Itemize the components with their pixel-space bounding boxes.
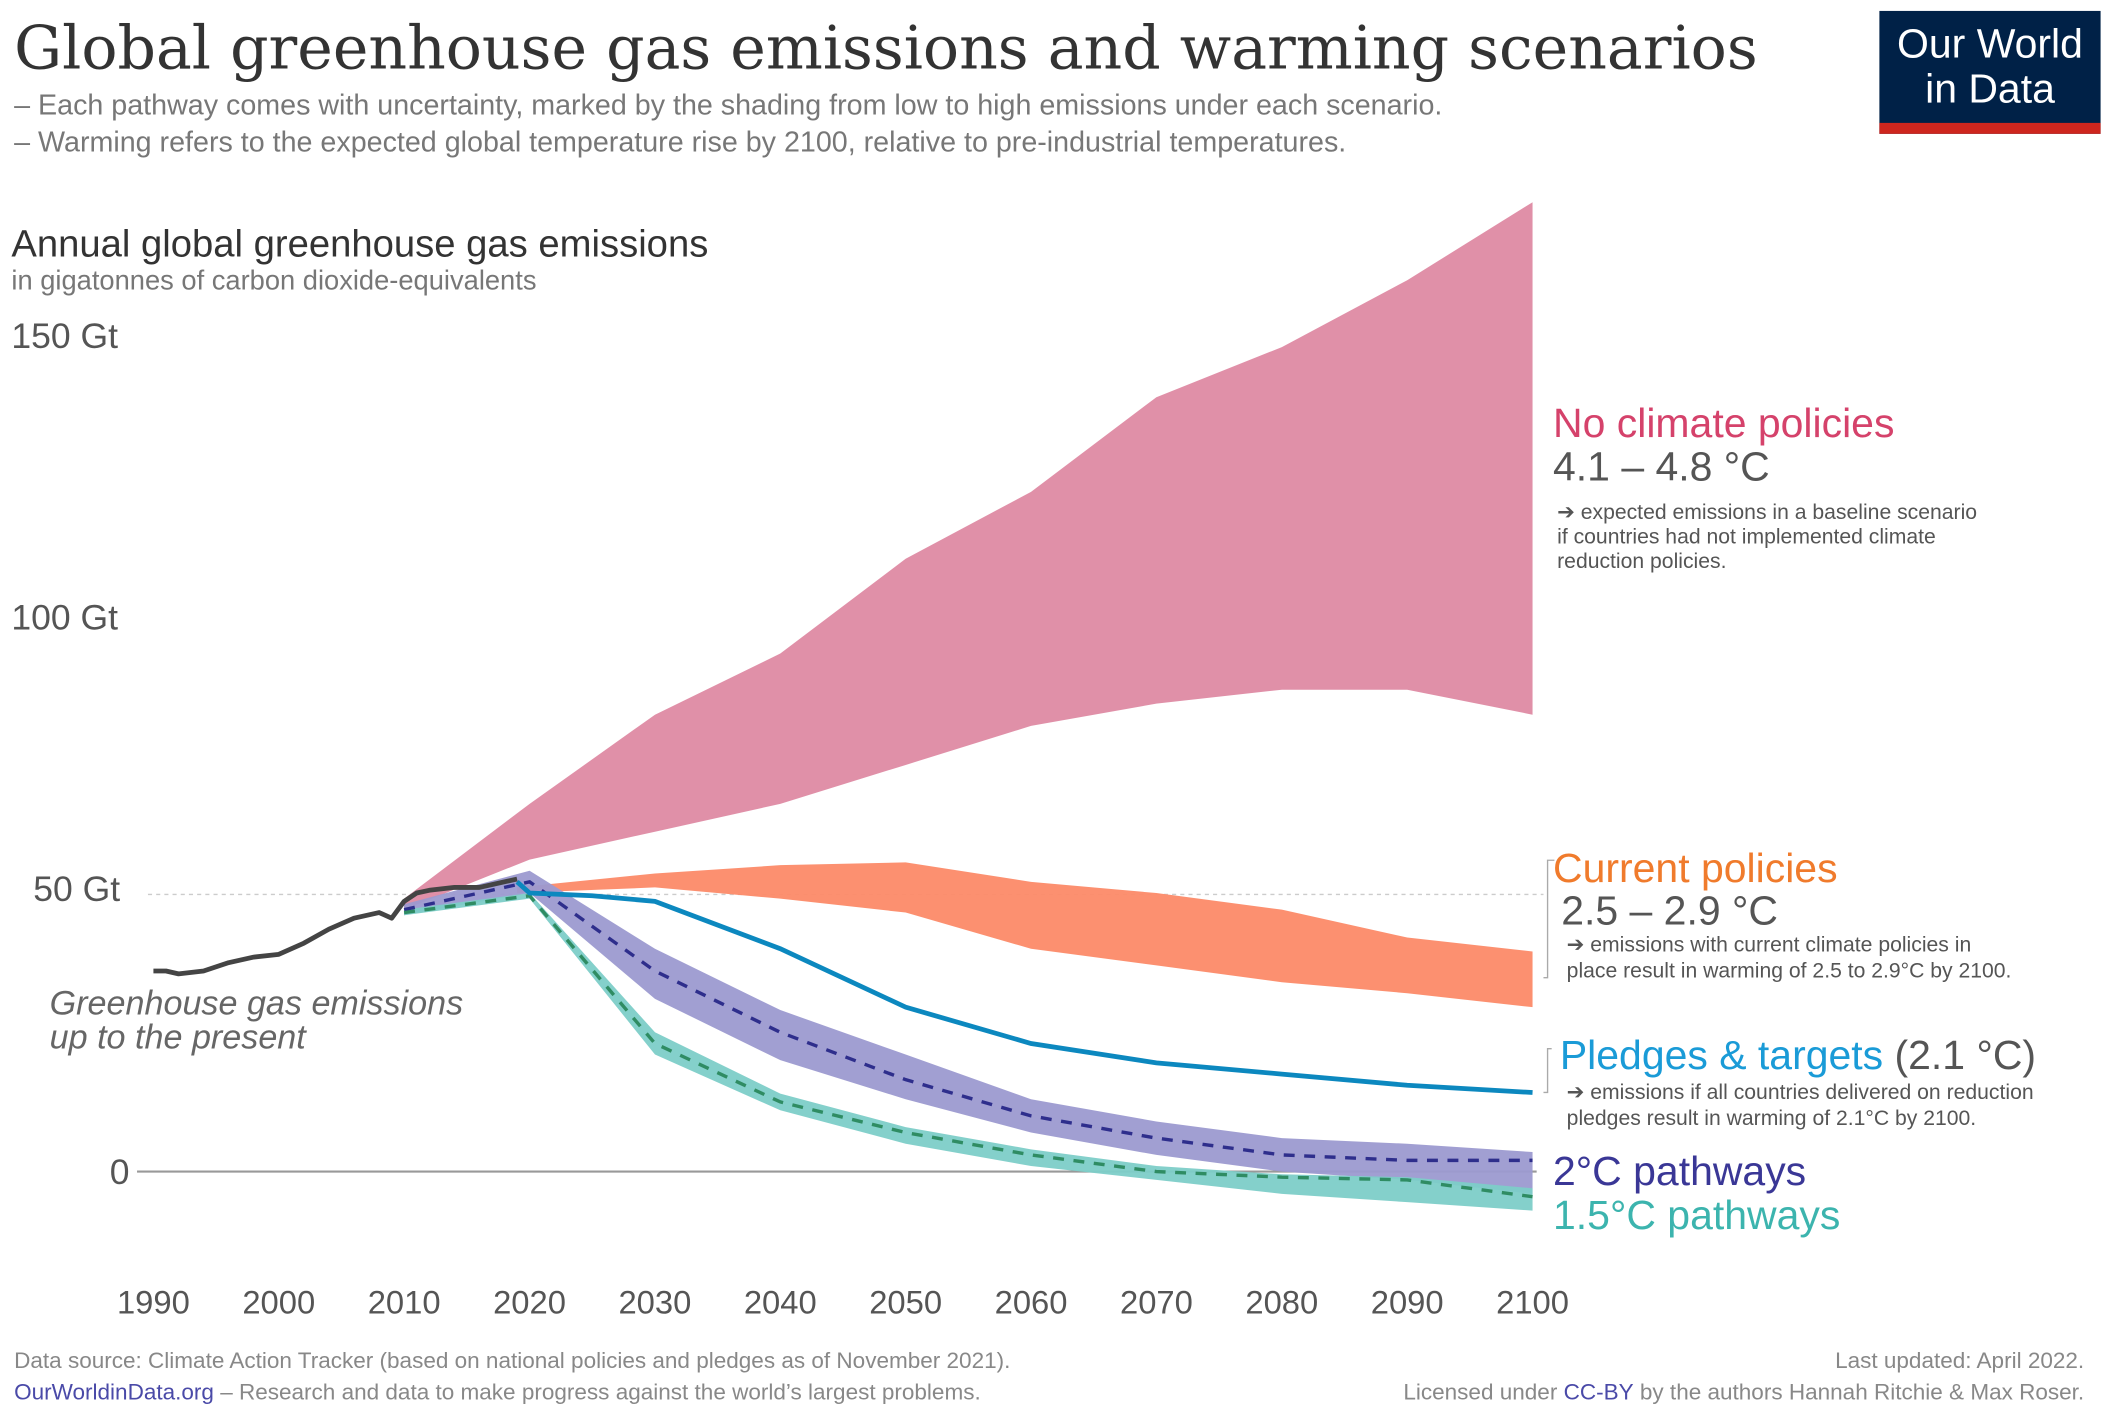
historical-label-line-2: up to the present: [50, 1019, 308, 1057]
label-pledges-targets: Pledges & targets (2.1 °C) ➔ emissions i…: [1543, 1032, 2036, 1130]
footer-source: Data source: Climate Action Tracker (bas…: [14, 1348, 1010, 1373]
y-tick-label: 0: [110, 1152, 130, 1192]
scenario-range: (2.1 °C): [1883, 1032, 2036, 1078]
license-suffix: by the authors Hannah Ritchie & Max Rose…: [1634, 1380, 2085, 1405]
scenario-note: if countries had not implemented climate: [1557, 525, 1936, 548]
y-tick-label: 150 Gt: [11, 316, 118, 356]
scenario-name: No climate policies: [1553, 400, 1894, 446]
chart-subtitle: in gigatonnes of carbon dioxide-equivale…: [11, 264, 536, 295]
scenario-note: ➔ emissions if all countries delivered o…: [1567, 1081, 2034, 1104]
owid-link[interactable]: OurWorldinData.org: [14, 1380, 214, 1405]
subtitle-line-1: – Each pathway comes with uncertainty, m…: [14, 90, 1442, 122]
label-no-climate-policies: No climate policies 4.1 – 4.8 °C ➔ expec…: [1553, 400, 1977, 573]
license-prefix: Licensed under: [1403, 1380, 1563, 1405]
band-no-climate-policies: [404, 202, 1533, 910]
logo-line-2: in Data: [1925, 65, 2055, 111]
median-line-2-c-pathways: [403, 879, 1533, 1163]
scenario-range: 4.1 – 4.8 °C: [1553, 444, 1770, 490]
scenario-range: 2.5 – 2.9 °C: [1561, 887, 1778, 933]
x-tick-label: 2060: [995, 1284, 1068, 1321]
label-2c-pathways: 2°C pathways: [1553, 1148, 1806, 1194]
label-1-5c-pathways: 1.5°C pathways: [1553, 1192, 1840, 1238]
band-2-c-pathways: [404, 870, 1533, 1194]
subtitle-line-2: – Warming refers to the expected global …: [14, 127, 1346, 159]
band-1-5-c-pathways: [404, 893, 1533, 1211]
x-tick-label: 2050: [869, 1284, 942, 1321]
line-historical-emissions: [153, 876, 518, 977]
x-tick-label: 2000: [242, 1284, 315, 1321]
x-axis-labels: 1990 2000 2010 2020 2030 2040 2050 2060 2070 2080…: [117, 1284, 1569, 1321]
footer-updated: Last updated: April 2022.: [1835, 1348, 2084, 1373]
scenario-name-text: Pledges & targets: [1560, 1032, 1883, 1078]
bracket: [1543, 1048, 1552, 1094]
footer-license: Licensed under CC-BY by the authors Hann…: [1403, 1380, 2084, 1405]
footer-site-line: OurWorldinData.org – Research and data t…: [14, 1380, 981, 1405]
scenario-note: pledges result in warming of 2.1°C by 21…: [1567, 1107, 1976, 1130]
scenario-name: Current policies: [1553, 845, 1838, 891]
x-tick-label: 2020: [493, 1284, 566, 1321]
logo-red-bar: [1879, 122, 2101, 134]
scenario-note: reduction policies.: [1557, 550, 1726, 573]
band-current-policies: [517, 862, 1533, 1008]
x-tick-label: 2080: [1245, 1284, 1318, 1321]
page-title: Global greenhouse gas emissions and warm…: [14, 13, 1758, 83]
median-line-1-5-c-pathways: [403, 893, 1533, 1199]
x-tick-label: 2070: [1120, 1284, 1193, 1321]
x-tick-label: 2100: [1496, 1284, 1569, 1321]
scenario-name: Pledges & targets (2.1 °C): [1560, 1032, 2036, 1078]
logo-background: [1879, 10, 2101, 134]
x-tick-label: 2090: [1371, 1284, 1444, 1321]
x-tick-label: 2030: [618, 1284, 691, 1321]
x-tick-label: 2040: [744, 1284, 817, 1321]
label-current-policies: Current policies 2.5 – 2.9 °C ➔ emission…: [1543, 845, 2011, 983]
scenario-note: ➔ expected emissions in a baseline scena…: [1557, 501, 1977, 524]
historical-label-line-1: Greenhouse gas emissions: [50, 985, 464, 1023]
scenario-note: place result in warming of 2.5 to 2.9°C …: [1567, 960, 2012, 983]
logo-line-1: Our World: [1897, 20, 2083, 66]
series-layer: [153, 202, 1533, 1211]
footer-tagline: – Research and data to make progress aga…: [214, 1380, 981, 1405]
y-tick-label: 50 Gt: [33, 869, 120, 909]
scenario-note: ➔ emissions with current climate policie…: [1567, 934, 1972, 957]
chart-title: Annual global greenhouse gas emissions: [11, 223, 708, 266]
cc-by-link[interactable]: CC-BY: [1564, 1380, 1634, 1405]
x-tick-label: 2010: [368, 1284, 441, 1321]
owid-logo[interactable]: Our World in Data: [1879, 10, 2101, 134]
y-tick-label: 100 Gt: [11, 597, 118, 637]
line-pledges-targets: [515, 880, 1533, 1095]
x-tick-label: 1990: [117, 1284, 190, 1321]
y-axis-labels: 150 Gt 100 Gt 50 Gt 0: [11, 316, 129, 1192]
bracket: [1543, 859, 1555, 979]
